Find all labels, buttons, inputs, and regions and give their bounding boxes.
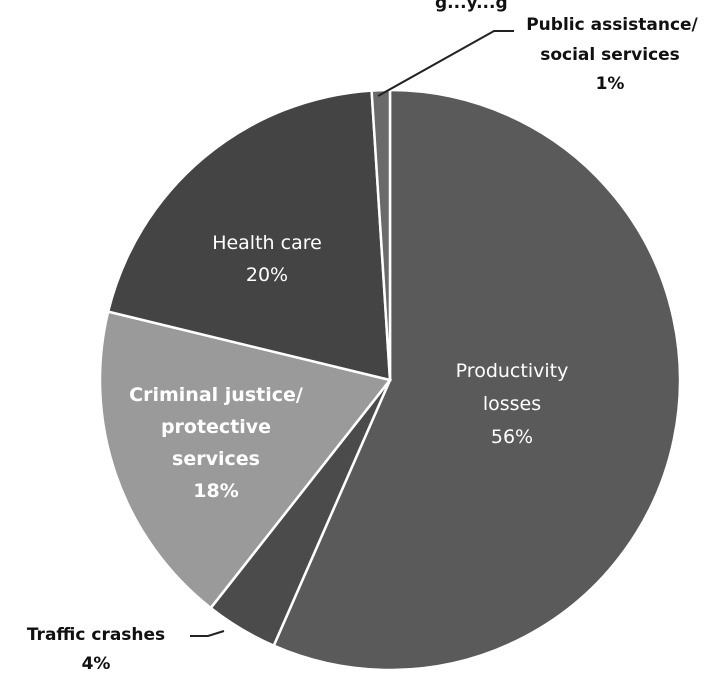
label-criminal-pct: 18% — [193, 480, 238, 502]
pie-slice-health — [106, 89, 392, 382]
cropped-heading-fragment: g...y...g — [435, 0, 508, 13]
pie-slice-productivity — [272, 88, 682, 672]
leader-line-traffic — [190, 630, 225, 637]
label-health: Health care 20% — [212, 232, 322, 286]
label-health-pct: 20% — [246, 264, 288, 286]
label-public-line1: Public assistance/ — [526, 15, 698, 35]
label-productivity-pct: 56% — [491, 426, 533, 448]
pie-slice-criminal — [98, 310, 393, 610]
label-criminal: Criminal justice/ protective services 18… — [129, 384, 303, 502]
label-productivity-line1: Productivity — [456, 360, 569, 382]
label-health-line1: Health care — [212, 232, 322, 254]
label-public-line2: social services — [540, 45, 680, 65]
label-traffic-pct: 4% — [82, 654, 111, 674]
label-public-pct: 1% — [596, 74, 625, 94]
label-productivity: Productivity losses 56% — [456, 360, 569, 448]
label-criminal-line1: Criminal justice/ — [129, 384, 303, 406]
label-criminal-line3: services — [172, 448, 260, 470]
label-productivity-line2: losses — [483, 393, 541, 415]
leader-line-public — [377, 30, 514, 97]
label-traffic-line1: Traffic crashes — [27, 625, 165, 645]
label-traffic: Traffic crashes 4% — [27, 625, 225, 674]
pie-slices — [98, 88, 682, 672]
label-criminal-line2: protective — [161, 416, 271, 438]
label-public: Public assistance/ social services 1% — [377, 15, 699, 97]
